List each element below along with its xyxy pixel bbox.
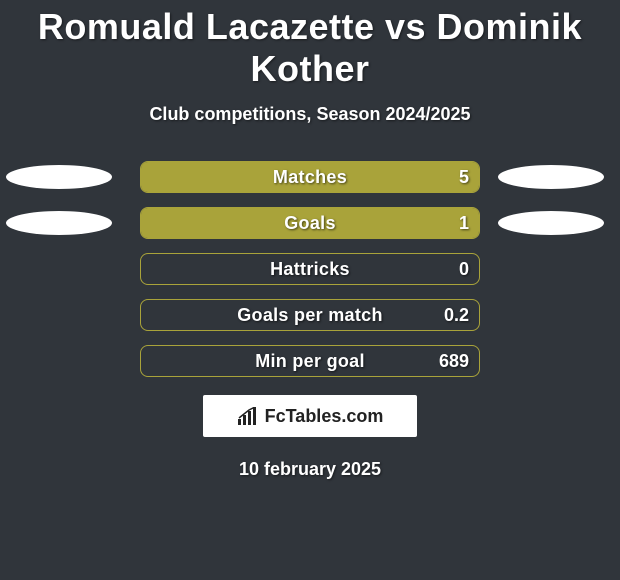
stat-row: Min per goal689 — [0, 345, 620, 377]
page-title: Romuald Lacazette vs Dominik Kother — [0, 0, 620, 90]
stat-bar: Goals1 — [140, 207, 480, 239]
right-oval — [498, 165, 604, 189]
stat-value: 689 — [439, 346, 469, 376]
date-text: 10 february 2025 — [0, 459, 620, 480]
right-oval — [498, 211, 604, 235]
stat-bar: Goals per match0.2 — [140, 299, 480, 331]
stat-label: Hattricks — [141, 254, 479, 284]
left-oval — [6, 165, 112, 189]
stat-value: 1 — [459, 208, 469, 238]
stat-row: Hattricks0 — [0, 253, 620, 285]
fctables-logo[interactable]: FcTables.com — [203, 395, 417, 437]
stat-value: 5 — [459, 162, 469, 192]
stat-row: Goals per match0.2 — [0, 299, 620, 331]
stat-value: 0.2 — [444, 300, 469, 330]
stat-bar: Min per goal689 — [140, 345, 480, 377]
stat-row: Matches5 — [0, 161, 620, 193]
chart-icon — [237, 407, 259, 425]
stat-bar: Hattricks0 — [140, 253, 480, 285]
page-subtitle: Club competitions, Season 2024/2025 — [0, 104, 620, 125]
stat-label: Goals per match — [141, 300, 479, 330]
stat-value: 0 — [459, 254, 469, 284]
left-oval — [6, 211, 112, 235]
stats-rows: Matches5Goals1Hattricks0Goals per match0… — [0, 161, 620, 377]
logo-text: FcTables.com — [265, 406, 384, 427]
stat-label: Matches — [141, 162, 479, 192]
stat-bar: Matches5 — [140, 161, 480, 193]
stat-label: Goals — [141, 208, 479, 238]
stat-label: Min per goal — [141, 346, 479, 376]
stat-row: Goals1 — [0, 207, 620, 239]
